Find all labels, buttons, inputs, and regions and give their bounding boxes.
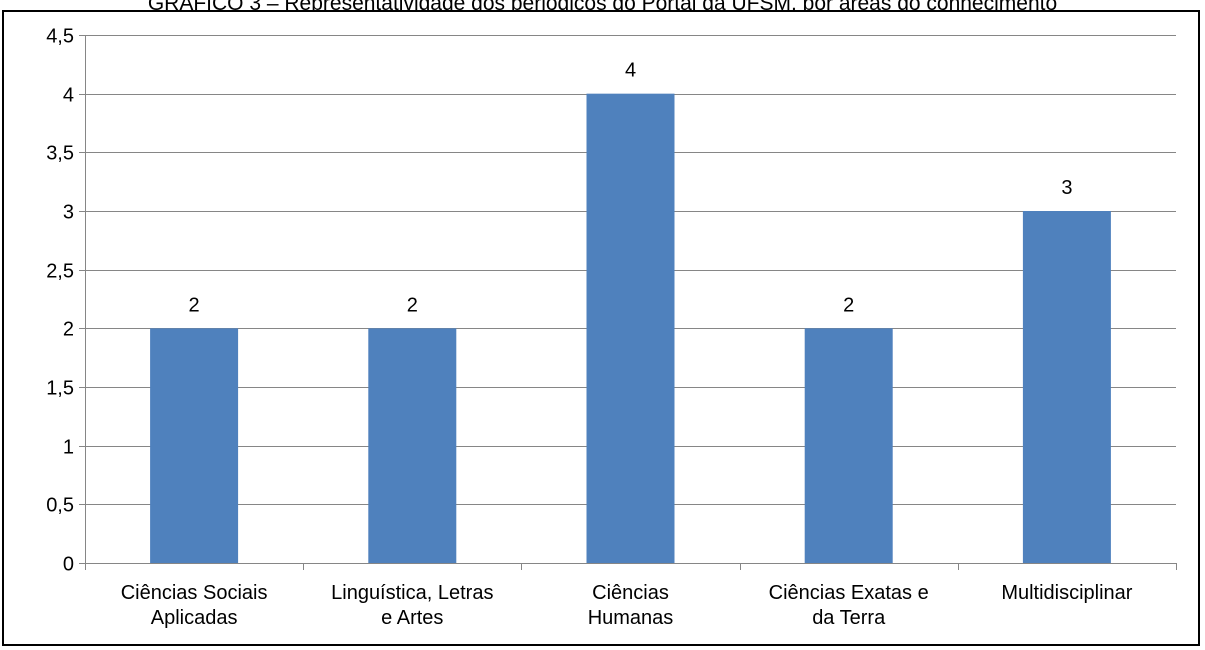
y-tick-label: 4 — [63, 85, 74, 107]
data-label: 2 — [189, 294, 200, 316]
x-tick-label: Multidisciplinar — [1001, 582, 1132, 604]
y-tick-label: 0,5 — [46, 495, 74, 517]
data-label: 2 — [407, 294, 418, 316]
y-tick-label: 0 — [63, 554, 74, 576]
y-tick-label: 1 — [63, 437, 74, 459]
bar — [586, 93, 675, 564]
data-label: 4 — [625, 60, 636, 82]
x-tick-label: Ciências Exatas e — [769, 582, 929, 604]
x-tick-label: da Terra — [812, 607, 886, 629]
x-tick-label: Ciências — [592, 582, 669, 604]
y-tick-label: 4,5 — [46, 26, 74, 48]
bar — [804, 328, 893, 563]
y-tick-label: 2,5 — [46, 261, 74, 283]
y-tick-label: 3,5 — [46, 143, 74, 165]
bar — [1022, 211, 1111, 563]
y-tick-label: 3 — [63, 202, 74, 224]
y-tick-label: 2 — [63, 319, 74, 341]
data-label: 3 — [1061, 177, 1072, 199]
x-tick-label: Aplicadas — [151, 607, 238, 629]
y-tick-label: 1,5 — [46, 378, 74, 400]
bar — [368, 328, 457, 563]
x-tick-label: e Artes — [381, 607, 443, 629]
x-tick-label: Linguística, Letras — [331, 582, 493, 604]
bar — [150, 328, 239, 563]
x-tick-label: Ciências Sociais — [121, 582, 268, 604]
x-tick-label: Humanas — [588, 607, 674, 629]
data-label: 2 — [843, 294, 854, 316]
